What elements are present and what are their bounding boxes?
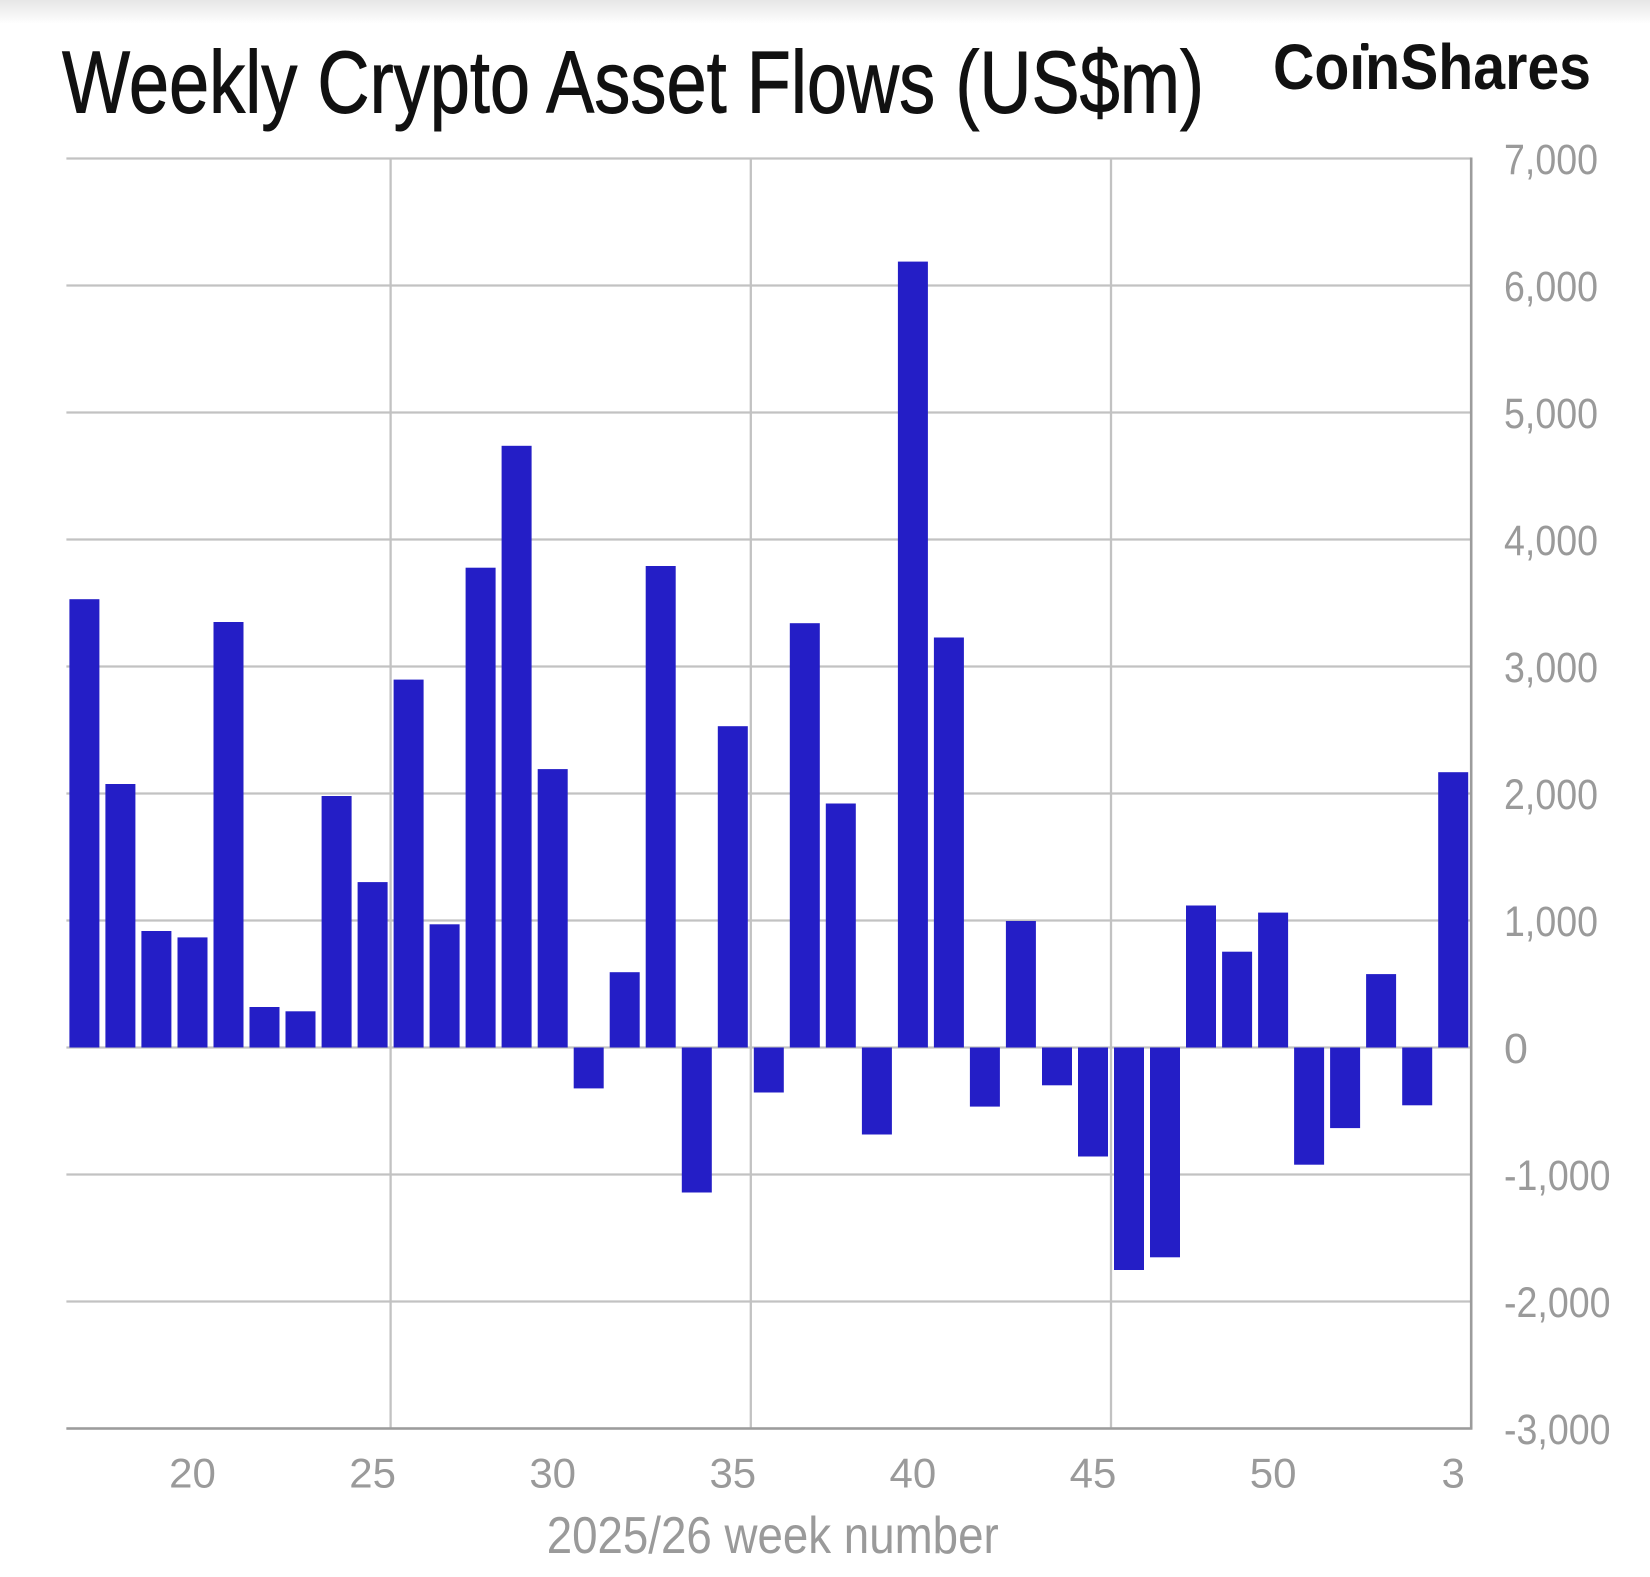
svg-text:50: 50 — [1250, 1450, 1297, 1497]
svg-text:1,000: 1,000 — [1504, 898, 1598, 946]
svg-text:Weekly Crypto Asset Flows (US$: Weekly Crypto Asset Flows (US$m) — [62, 32, 1204, 131]
svg-text:3: 3 — [1442, 1450, 1465, 1497]
svg-text:5,000: 5,000 — [1504, 390, 1598, 438]
svg-text:0: 0 — [1504, 1025, 1528, 1073]
svg-text:4,000: 4,000 — [1504, 517, 1598, 565]
svg-text:35: 35 — [709, 1450, 756, 1497]
svg-text:45: 45 — [1070, 1450, 1117, 1497]
svg-text:2,000: 2,000 — [1504, 771, 1598, 819]
svg-text:-1,000: -1,000 — [1504, 1152, 1611, 1200]
svg-text:-2,000: -2,000 — [1504, 1279, 1611, 1327]
svg-text:2025/26 week number: 2025/26 week number — [547, 1507, 999, 1565]
svg-text:40: 40 — [890, 1450, 937, 1497]
svg-text:30: 30 — [529, 1450, 576, 1497]
svg-text:3,000: 3,000 — [1504, 644, 1598, 692]
svg-text:6,000: 6,000 — [1504, 263, 1598, 311]
svg-text:7,000: 7,000 — [1504, 136, 1598, 184]
svg-text:-3,000: -3,000 — [1504, 1406, 1611, 1454]
svg-text:20: 20 — [169, 1450, 216, 1497]
svg-text:CoınShares: CoınShares — [1273, 31, 1591, 103]
svg-text:25: 25 — [349, 1450, 396, 1497]
